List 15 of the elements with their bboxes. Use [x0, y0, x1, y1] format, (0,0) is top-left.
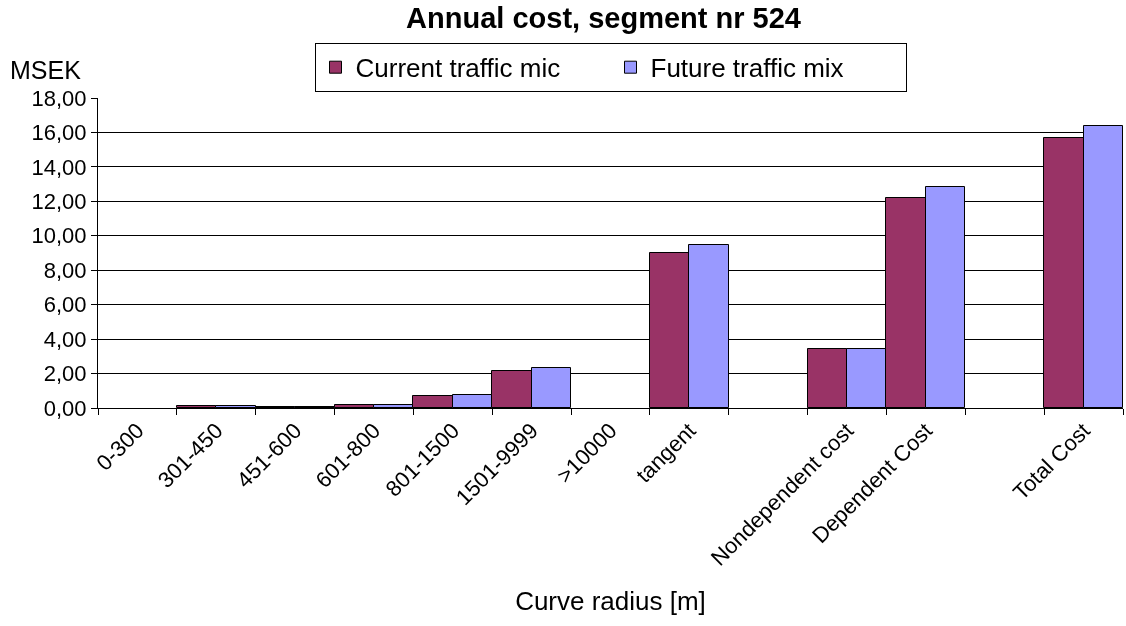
legend-label: Current traffic mic	[355, 53, 561, 84]
y-tick-label: 16,00	[31, 120, 87, 146]
y-tick-label: 18,00	[31, 85, 87, 111]
y-tick-label: 6,00	[43, 292, 87, 318]
y-tick-label: 2,00	[43, 361, 87, 387]
y-tick-label: 12,00	[31, 189, 87, 215]
x-axis-title: Curve radius [m]	[515, 586, 706, 617]
y-tick-label: 14,00	[31, 154, 87, 180]
chart-title: Annual cost, segment nr 524	[406, 1, 801, 34]
y-tick-label: 10,00	[31, 223, 87, 249]
y-axis-title: MSEK	[10, 56, 82, 84]
y-tick-label: 4,00	[43, 326, 87, 352]
legend-label: Future traffic mix	[650, 53, 844, 84]
y-tick-label: 0,00	[43, 395, 87, 421]
y-tick-label: 8,00	[43, 257, 87, 283]
